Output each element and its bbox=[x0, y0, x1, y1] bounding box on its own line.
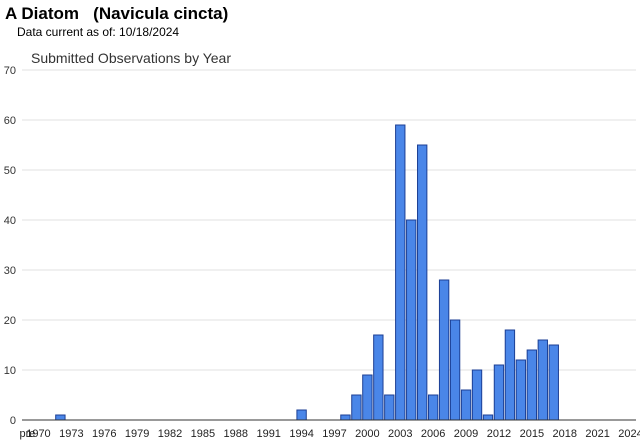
bar-2007 bbox=[438, 279, 450, 421]
x-tick-label: 2003 bbox=[388, 428, 412, 440]
bar-2011 bbox=[482, 414, 494, 421]
x-tick-label: 1982 bbox=[158, 428, 182, 440]
bar-2010 bbox=[471, 369, 483, 421]
bar-1999 bbox=[351, 394, 362, 421]
bar-2008 bbox=[449, 319, 461, 421]
bar-2013 bbox=[504, 329, 516, 421]
bar-2000 bbox=[362, 374, 373, 421]
x-tick-label: 2018 bbox=[552, 428, 576, 440]
x-tick-label: 1979 bbox=[125, 428, 149, 440]
bar-2017 bbox=[548, 344, 559, 421]
title-block: A Diatom (Navicula cincta) bbox=[5, 4, 228, 24]
bar-2005 bbox=[417, 144, 428, 421]
y-tick-label: 70 bbox=[4, 65, 16, 77]
x-tick-label: 2024 bbox=[618, 428, 640, 440]
bar-2006 bbox=[427, 394, 439, 421]
x-tick-label: 2012 bbox=[487, 428, 511, 440]
x-tick-label: 1973 bbox=[59, 428, 83, 440]
y-tick-label: 30 bbox=[4, 265, 16, 277]
bar-1994 bbox=[296, 409, 307, 421]
y-tick-label: 50 bbox=[4, 165, 16, 177]
bar-2009 bbox=[460, 389, 472, 421]
y-tick-label: 0 bbox=[10, 415, 16, 427]
x-tick-label: 2009 bbox=[454, 428, 478, 440]
x-tick-label: 2006 bbox=[421, 428, 445, 440]
bar-2012 bbox=[493, 364, 505, 421]
bar-2001 bbox=[373, 334, 384, 421]
x-tick-label: 1994 bbox=[289, 428, 313, 440]
bar-1998 bbox=[340, 414, 351, 421]
x-tick-label: 1991 bbox=[256, 428, 280, 440]
y-tick-label: 20 bbox=[4, 315, 16, 327]
x-tick-label: 1985 bbox=[191, 428, 215, 440]
x-tick-label: 2000 bbox=[355, 428, 379, 440]
bar-2015 bbox=[526, 349, 538, 421]
data-current-label: Data current as of: 10/18/2024 bbox=[17, 25, 180, 39]
bar-2003 bbox=[395, 124, 406, 421]
bar-2014 bbox=[515, 359, 527, 421]
bar-2002 bbox=[384, 394, 395, 421]
y-tick-label: 40 bbox=[4, 215, 16, 227]
x-tick-label: 2021 bbox=[585, 428, 609, 440]
x-tick-label: pre bbox=[20, 428, 36, 440]
species-title: A Diatom (Navicula cincta) bbox=[5, 4, 229, 23]
y-tick-label: 60 bbox=[4, 115, 16, 127]
x-tick-label: 1970 bbox=[26, 428, 50, 440]
bar-1972 bbox=[55, 414, 66, 421]
chart-title: Submitted Observations by Year bbox=[31, 50, 232, 66]
bar-2016 bbox=[537, 339, 548, 421]
x-tick-label: 2015 bbox=[520, 428, 544, 440]
x-tick-label: 1976 bbox=[92, 428, 116, 440]
x-tick-label: 1988 bbox=[224, 428, 248, 440]
bar-2004 bbox=[406, 219, 417, 421]
x-tick-label: 1997 bbox=[322, 428, 346, 440]
y-tick-label: 10 bbox=[4, 365, 16, 377]
